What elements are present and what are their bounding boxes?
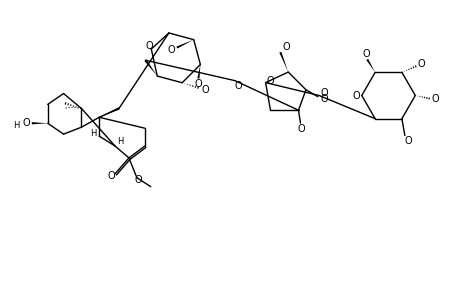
Text: O: O bbox=[201, 85, 208, 95]
Text: O: O bbox=[145, 41, 153, 51]
Text: O: O bbox=[194, 79, 202, 89]
Polygon shape bbox=[32, 122, 48, 124]
Text: O: O bbox=[297, 124, 305, 134]
Text: O: O bbox=[22, 118, 30, 128]
Text: O: O bbox=[417, 59, 425, 69]
Text: O: O bbox=[320, 94, 328, 104]
Polygon shape bbox=[365, 59, 375, 72]
Text: H: H bbox=[14, 121, 20, 130]
Text: O: O bbox=[234, 81, 241, 91]
Text: O: O bbox=[351, 91, 359, 100]
Polygon shape bbox=[144, 59, 157, 76]
Text: O: O bbox=[282, 42, 290, 52]
Text: O: O bbox=[431, 94, 438, 104]
Polygon shape bbox=[197, 64, 200, 79]
Polygon shape bbox=[279, 52, 288, 72]
Text: O: O bbox=[107, 171, 115, 181]
Polygon shape bbox=[176, 40, 193, 49]
Text: H: H bbox=[117, 136, 123, 146]
Polygon shape bbox=[99, 107, 119, 117]
Text: O: O bbox=[362, 49, 369, 58]
Text: O: O bbox=[403, 136, 411, 146]
Text: O: O bbox=[319, 88, 327, 98]
Text: O: O bbox=[134, 175, 141, 185]
Text: H: H bbox=[90, 129, 96, 138]
Text: O: O bbox=[167, 45, 174, 55]
Text: O: O bbox=[266, 76, 274, 85]
